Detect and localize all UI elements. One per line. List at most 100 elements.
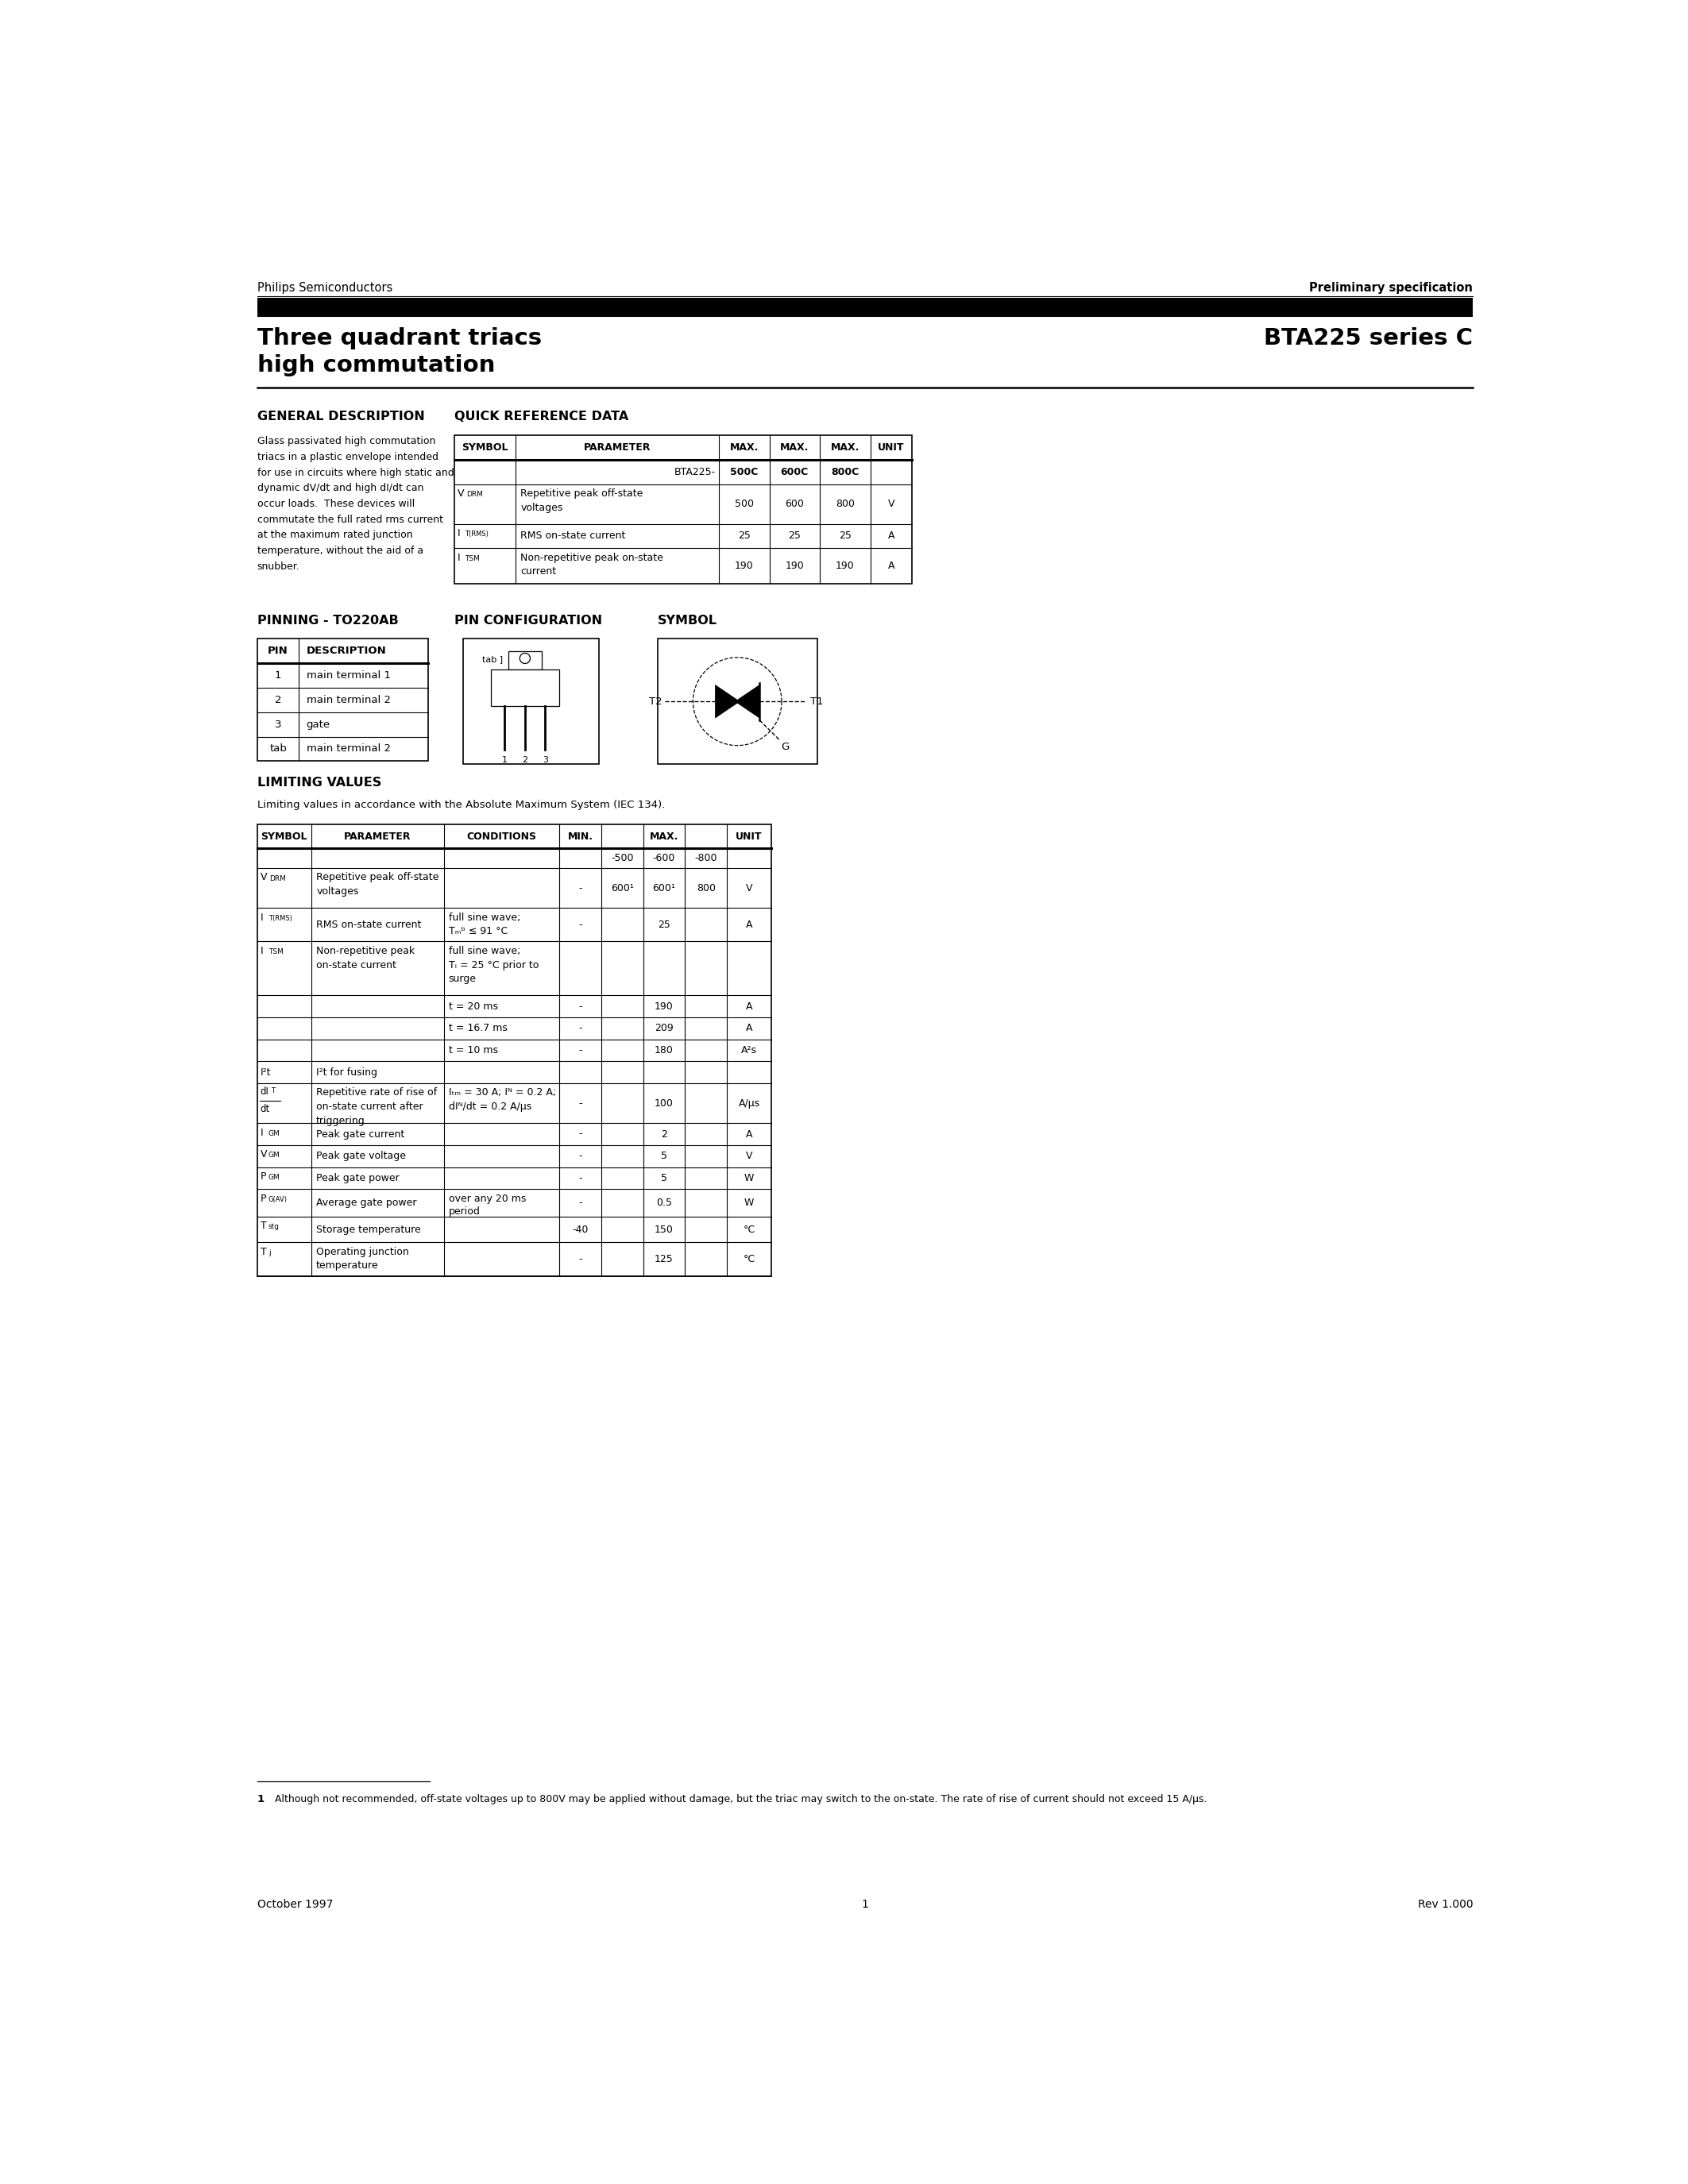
Text: MAX.: MAX. xyxy=(729,441,758,452)
Text: October 1997: October 1997 xyxy=(257,1900,333,1911)
Text: dIᴺ/dt = 0.2 A/μs: dIᴺ/dt = 0.2 A/μs xyxy=(449,1101,532,1112)
Text: °C: °C xyxy=(743,1225,755,1234)
Text: 800C: 800C xyxy=(830,467,859,476)
Text: 800: 800 xyxy=(697,882,716,893)
Text: W: W xyxy=(744,1197,755,1208)
Text: RMS on-state current: RMS on-state current xyxy=(316,919,422,930)
Text: GM: GM xyxy=(268,1173,280,1182)
Text: t = 20 ms: t = 20 ms xyxy=(449,1000,498,1011)
Text: GM: GM xyxy=(268,1129,280,1138)
Text: TSM: TSM xyxy=(464,555,479,561)
Text: Peak gate power: Peak gate power xyxy=(316,1173,400,1184)
Text: full sine wave;: full sine wave; xyxy=(449,946,520,957)
Text: Storage temperature: Storage temperature xyxy=(316,1225,420,1234)
Text: Limiting values in accordance with the Absolute Maximum System (IEC 134).: Limiting values in accordance with the A… xyxy=(257,799,665,810)
Text: 25: 25 xyxy=(658,919,670,930)
Text: 600: 600 xyxy=(785,498,803,509)
Text: 600¹: 600¹ xyxy=(653,882,675,893)
Text: main terminal 2: main terminal 2 xyxy=(307,745,390,753)
Text: A/μs: A/μs xyxy=(738,1099,760,1109)
Text: stg: stg xyxy=(268,1223,280,1230)
Bar xyxy=(454,435,912,583)
Text: -: - xyxy=(579,1254,582,1265)
Text: commutate the full rated rms current: commutate the full rated rms current xyxy=(257,515,442,524)
Text: surge: surge xyxy=(449,974,476,985)
Text: QUICK REFERENCE DATA: QUICK REFERENCE DATA xyxy=(454,411,628,422)
Text: occur loads.  These devices will: occur loads. These devices will xyxy=(257,498,415,509)
Text: 600C: 600C xyxy=(780,467,809,476)
Text: 2: 2 xyxy=(522,756,528,764)
Text: PIN: PIN xyxy=(268,646,289,655)
Text: 1: 1 xyxy=(275,670,282,681)
Text: SYMBOL: SYMBOL xyxy=(463,441,508,452)
Bar xyxy=(257,638,429,760)
Text: A: A xyxy=(746,1022,753,1033)
Text: I: I xyxy=(457,553,461,563)
Text: voltages: voltages xyxy=(520,502,564,513)
Text: A: A xyxy=(746,1129,753,1140)
Text: dI: dI xyxy=(260,1085,268,1096)
Text: snubber.: snubber. xyxy=(257,561,300,572)
Text: tab ]: tab ] xyxy=(483,655,503,664)
Text: PIN CONFIGURATION: PIN CONFIGURATION xyxy=(454,614,603,627)
Bar xyxy=(508,651,542,668)
Text: t = 10 ms: t = 10 ms xyxy=(449,1046,498,1055)
Text: triacs in a plastic envelope intended: triacs in a plastic envelope intended xyxy=(257,452,439,463)
Text: T(RMS): T(RMS) xyxy=(268,915,292,922)
Text: Tₘᵇ ≤ 91 °C: Tₘᵇ ≤ 91 °C xyxy=(449,926,508,937)
Text: V: V xyxy=(457,489,464,498)
Text: -: - xyxy=(579,1151,582,1162)
Text: -: - xyxy=(579,882,582,893)
Text: A: A xyxy=(888,531,895,542)
Text: current: current xyxy=(520,566,557,577)
Text: Philips Semiconductors: Philips Semiconductors xyxy=(257,282,392,295)
Bar xyxy=(464,638,599,764)
Text: A: A xyxy=(746,919,753,930)
Text: 190: 190 xyxy=(785,561,803,572)
Text: 25: 25 xyxy=(788,531,800,542)
Text: -: - xyxy=(579,1046,582,1055)
Text: SYMBOL: SYMBOL xyxy=(657,614,717,627)
Text: Repetitive peak off-state: Repetitive peak off-state xyxy=(316,871,439,882)
Text: tab: tab xyxy=(270,745,287,753)
Text: 500: 500 xyxy=(734,498,753,509)
Text: V: V xyxy=(746,1151,753,1162)
Text: temperature: temperature xyxy=(316,1260,378,1271)
Text: Rev 1.000: Rev 1.000 xyxy=(1418,1900,1474,1911)
Text: I²t for fusing: I²t for fusing xyxy=(316,1068,378,1077)
Text: MAX.: MAX. xyxy=(650,832,679,841)
Text: SYMBOL: SYMBOL xyxy=(262,832,307,841)
Text: BTA225-: BTA225- xyxy=(675,467,716,476)
Text: 800: 800 xyxy=(836,498,854,509)
Text: Tᵢ = 25 °C prior to: Tᵢ = 25 °C prior to xyxy=(449,959,538,970)
Bar xyxy=(257,299,1474,317)
Text: MIN.: MIN. xyxy=(567,832,592,841)
Text: 600¹: 600¹ xyxy=(611,882,633,893)
Text: 25: 25 xyxy=(839,531,851,542)
Text: -: - xyxy=(579,1129,582,1140)
Text: on-state current: on-state current xyxy=(316,959,397,970)
Text: high commutation: high commutation xyxy=(257,354,495,376)
Text: V: V xyxy=(888,498,895,509)
Text: 1: 1 xyxy=(257,1793,265,1804)
Text: 25: 25 xyxy=(738,531,751,542)
Text: 209: 209 xyxy=(655,1022,674,1033)
Bar xyxy=(257,823,771,1275)
Bar xyxy=(491,668,559,705)
Text: -40: -40 xyxy=(572,1225,589,1234)
Text: A: A xyxy=(888,561,895,572)
Text: DESCRIPTION: DESCRIPTION xyxy=(307,646,387,655)
Text: Preliminary specification: Preliminary specification xyxy=(1310,282,1474,295)
Text: Non-repetitive peak on-state: Non-repetitive peak on-state xyxy=(520,553,663,563)
Text: W: W xyxy=(744,1173,755,1184)
Text: I: I xyxy=(260,1127,263,1138)
Text: Although not recommended, off-state voltages up to 800V may be applied without d: Although not recommended, off-state volt… xyxy=(268,1793,1207,1804)
Text: GENERAL DESCRIPTION: GENERAL DESCRIPTION xyxy=(257,411,425,422)
Text: 190: 190 xyxy=(836,561,854,572)
Text: TSM: TSM xyxy=(268,948,284,954)
Text: Average gate power: Average gate power xyxy=(316,1197,417,1208)
Text: 5: 5 xyxy=(662,1173,667,1184)
Text: Three quadrant triacs: Three quadrant triacs xyxy=(257,328,542,349)
Text: T: T xyxy=(260,1247,267,1258)
Text: 500C: 500C xyxy=(731,467,758,476)
